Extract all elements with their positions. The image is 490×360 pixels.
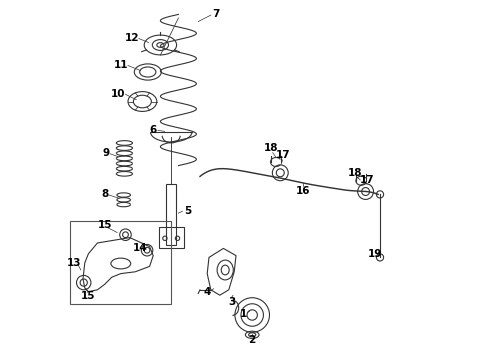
Text: 11: 11 [114, 60, 129, 70]
Text: 15: 15 [80, 291, 95, 301]
Text: 5: 5 [184, 206, 191, 216]
Text: 10: 10 [111, 89, 125, 99]
Text: 19: 19 [368, 249, 382, 259]
Bar [159, 227, 184, 248]
Bar [71, 221, 171, 304]
Text: 8: 8 [101, 189, 108, 199]
Text: 6: 6 [149, 125, 157, 135]
Text: 13: 13 [67, 258, 81, 268]
Text: 14: 14 [133, 243, 148, 253]
Text: 12: 12 [124, 33, 139, 43]
Text: 1: 1 [240, 309, 247, 319]
Text: 17: 17 [360, 175, 375, 185]
Text: 3: 3 [229, 297, 236, 307]
Text: 9: 9 [102, 148, 109, 158]
Text: 4: 4 [203, 287, 211, 297]
Bar [166, 184, 176, 245]
Text: 2: 2 [248, 335, 256, 345]
Text: 18: 18 [264, 143, 278, 153]
Text: 15: 15 [98, 220, 112, 230]
Text: 18: 18 [347, 168, 362, 178]
Text: 16: 16 [295, 186, 310, 196]
Text: 7: 7 [213, 9, 220, 19]
Text: 17: 17 [275, 150, 290, 160]
